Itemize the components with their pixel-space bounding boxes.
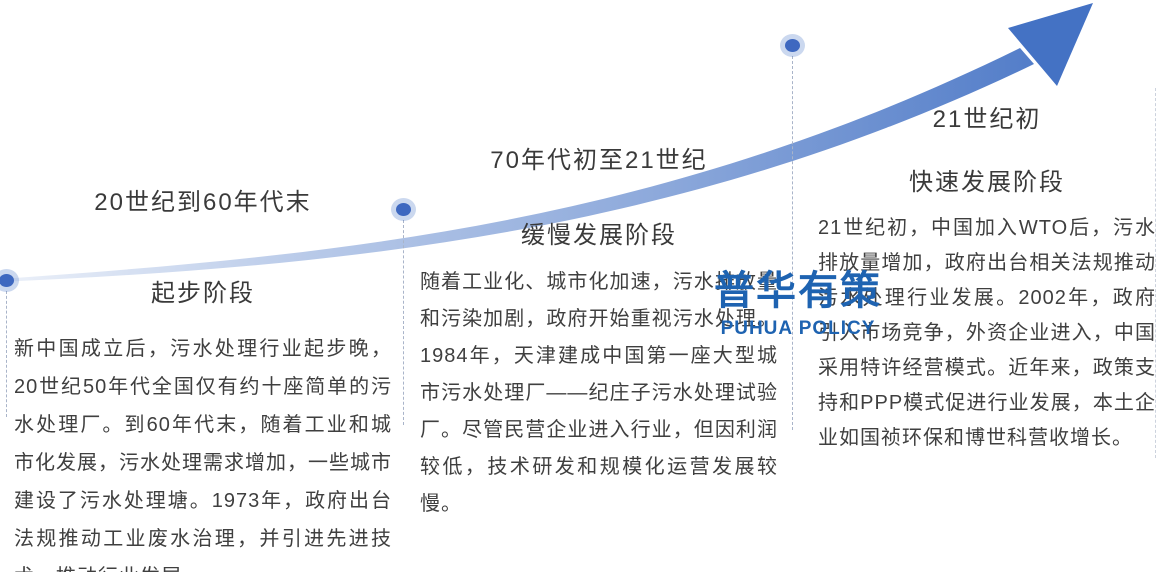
stage2-phase-title: 缓慢发展阶段 — [521, 222, 677, 249]
arrow-head-icon — [1008, 3, 1093, 86]
logo-chinese-text: 普华有策 — [714, 269, 882, 313]
milestone-dot-stage3 — [785, 39, 800, 52]
stage3-phase-title: 快速发展阶段 — [909, 169, 1065, 196]
stage2-description: 随着工业化、城市化加速，污水排放量和污染加剧，政府开始重视污水处理。1984年，… — [420, 271, 778, 515]
milestone-dot-stage1 — [0, 274, 14, 287]
stage1-phase-title: 起步阶段 — [151, 280, 255, 307]
stage-startup: 20世纪到60年代末 起步阶段 新中国成立后，污水处理行业起步晚，20世纪50年… — [14, 182, 392, 572]
stage-slow-development: 70年代初至21世纪 缓慢发展阶段 随着工业化、城市化加速，污水排放量和污染加剧… — [420, 140, 778, 523]
stage3-period-title: 21世纪初 — [932, 106, 1042, 133]
stage1-period-title: 20世纪到60年代末 — [94, 189, 312, 216]
stage1-description: 新中国成立后，污水处理行业起步晚，20世纪50年代全国仅有约十座简单的污水处理厂… — [14, 338, 392, 572]
leader-line-stage1 — [6, 291, 7, 417]
stage2-period-title: 70年代初至21世纪 — [490, 147, 708, 174]
logo-english-text: PUHUA POLICY — [720, 318, 876, 339]
leader-line-stage2 — [403, 220, 404, 425]
milestone-dot-stage2 — [396, 203, 411, 216]
stage3-description: 21世纪初，中国加入WTO后，污水排放量增加，政府出台相关法规推动污水处理行业发… — [818, 217, 1156, 449]
stage-rapid-development: 21世纪初 快速发展阶段 21世纪初，中国加入WTO后，污水排放量增加，政府出台… — [818, 99, 1156, 456]
leader-line-stage3 — [792, 56, 793, 430]
puhua-policy-logo: 普华有策 PUHUA POLICY — [706, 258, 890, 340]
textbox-border — [1155, 88, 1156, 458]
